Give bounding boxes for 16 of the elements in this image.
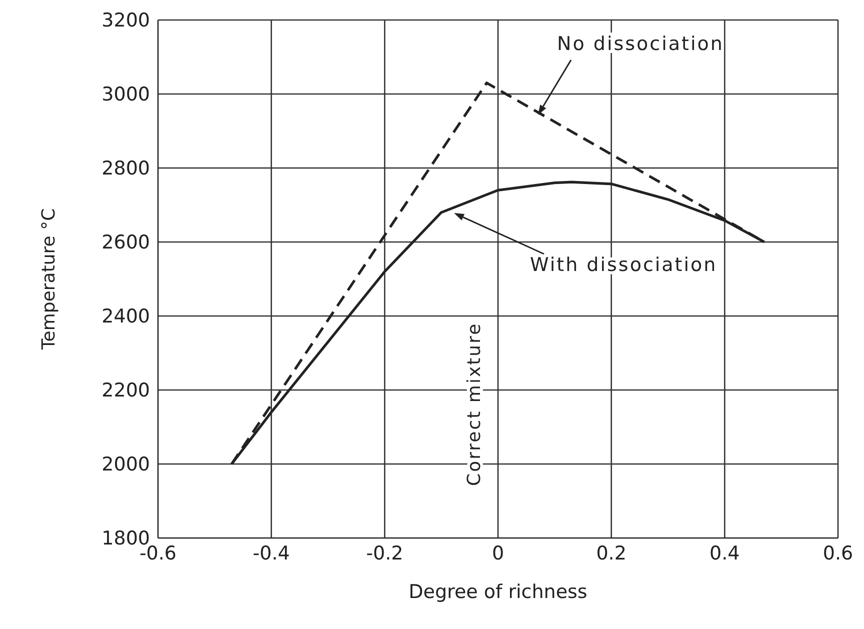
y-axis-title: Temperature °C xyxy=(38,208,60,351)
x-tick-label: -0.2 xyxy=(366,542,404,564)
y-tick-label: 2000 xyxy=(102,454,150,476)
y-tick-label: 2600 xyxy=(102,232,150,254)
y-tick-label: 2200 xyxy=(102,380,150,402)
x-tick-label: 0 xyxy=(492,542,504,564)
x-tick-label: 0.2 xyxy=(596,542,626,564)
y-tick-label: 3000 xyxy=(102,84,150,106)
y-tick-label: 2400 xyxy=(102,306,150,328)
x-tick-label: 0.6 xyxy=(822,542,854,564)
x-axis-title: Degree of richness xyxy=(408,581,588,603)
y-tick-label: 2800 xyxy=(102,158,150,180)
annotation: Correct mixture xyxy=(464,322,485,486)
y-tick-label: 3200 xyxy=(102,10,150,32)
x-tick-label: 0.4 xyxy=(710,542,740,564)
x-tick-label: -0.4 xyxy=(252,542,290,564)
